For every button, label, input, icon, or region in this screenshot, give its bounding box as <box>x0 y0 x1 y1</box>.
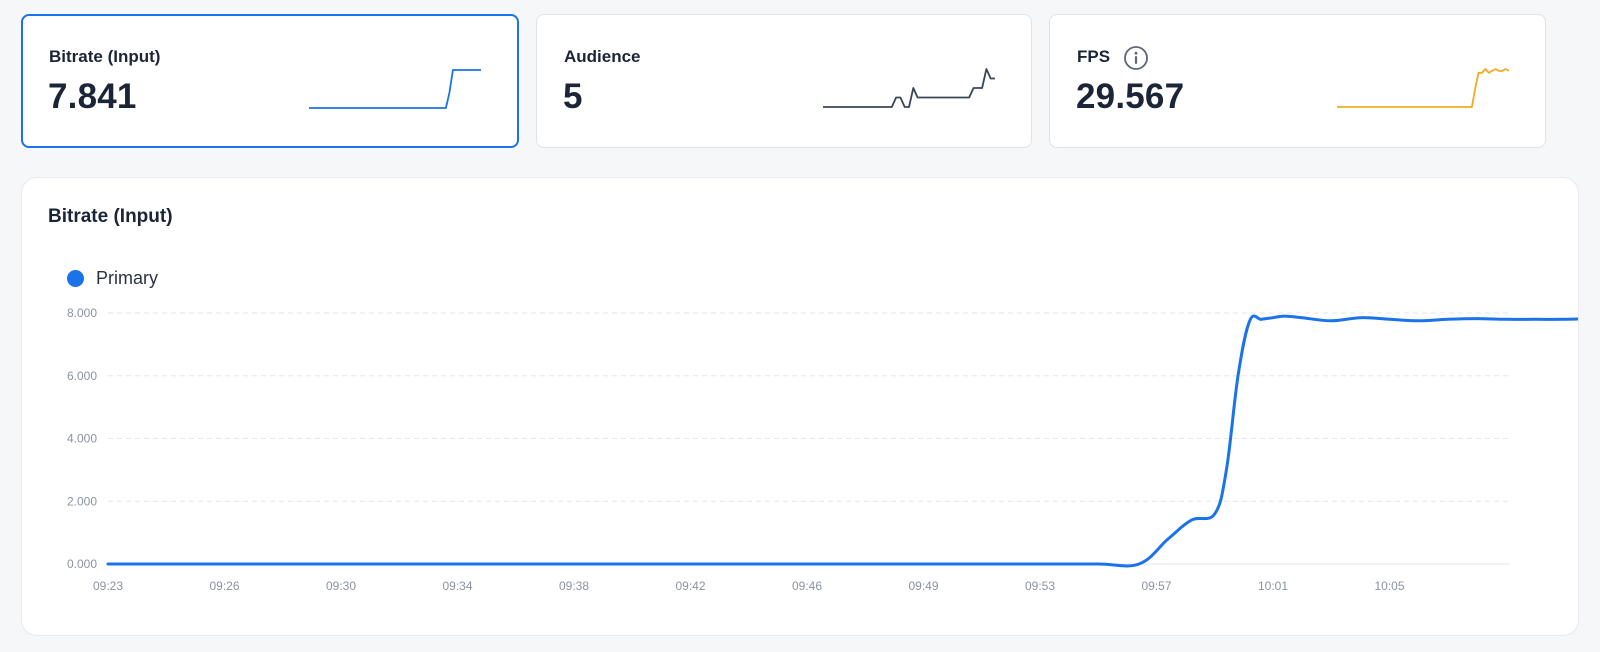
sparkline-path <box>309 69 481 109</box>
metric-card-value: 29.567 <box>1076 77 1185 116</box>
legend-marker <box>67 270 84 287</box>
sparkline-audience <box>823 68 995 108</box>
y-tick-label: 0.000 <box>67 557 97 571</box>
sparkline-path <box>1337 68 1509 108</box>
x-tick-label: 09:57 <box>1141 579 1171 593</box>
x-tick-label: 10:01 <box>1258 579 1288 593</box>
x-tick-label: 10:05 <box>1374 579 1404 593</box>
metric-card-label: Audience <box>564 47 641 66</box>
x-tick-label: 09:46 <box>792 579 822 593</box>
metric-card-fps[interactable]: FPS 29.567 <box>1049 14 1546 148</box>
y-tick-label: 2.000 <box>67 494 97 508</box>
sparkline-path <box>823 68 995 108</box>
chart-title: Bitrate (Input) <box>48 206 173 227</box>
series-line-primary <box>106 314 1578 568</box>
x-tick-label: 09:30 <box>326 579 356 593</box>
sparkline-fps <box>1337 68 1509 108</box>
metric-card-audience[interactable]: Audience 5 <box>536 14 1032 148</box>
chart-legend[interactable]: Primary <box>67 268 158 289</box>
y-tick-label: 8.000 <box>67 306 97 320</box>
x-tick-label: 09:42 <box>675 579 705 593</box>
x-tick-label: 09:53 <box>1025 579 1055 593</box>
metric-card-bitrate[interactable]: Bitrate (Input) 7.841 <box>21 14 519 148</box>
x-tick-label: 09:38 <box>559 579 589 593</box>
sparkline-bitrate <box>309 69 481 109</box>
x-tick-label: 09:34 <box>442 579 472 593</box>
metric-card-label: Bitrate (Input) <box>49 47 161 66</box>
y-tick-label: 6.000 <box>67 369 97 383</box>
x-tick-label: 09:23 <box>93 579 123 593</box>
info-icon[interactable] <box>1123 45 1149 71</box>
metric-card-value: 5 <box>563 77 583 116</box>
metric-card-label: FPS <box>1077 47 1111 66</box>
x-tick-label: 09:26 <box>209 579 239 593</box>
legend-label: Primary <box>96 268 158 288</box>
metric-card-value: 7.841 <box>48 77 137 116</box>
bitrate-line-chart[interactable]: 0.000 2.000 4.000 6.000 8.000 09:23 09:26 09:30… <box>22 178 1578 635</box>
y-tick-label: 4.000 <box>67 432 97 446</box>
bitrate-chart-panel: Bitrate (Input) Primary 0.000 2.000 4.000 6… <box>21 177 1579 636</box>
x-tick-label: 09:49 <box>908 579 938 593</box>
